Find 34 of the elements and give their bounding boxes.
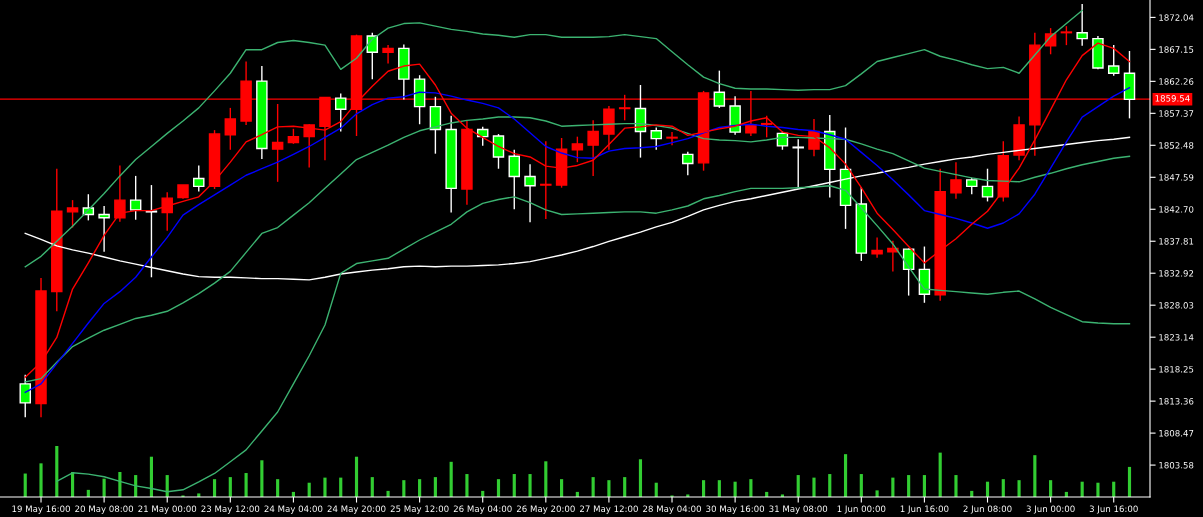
y-tick-label: 1847.59 — [1159, 174, 1194, 181]
y-tick-label: 1803.58 — [1159, 461, 1194, 469]
y-tick-label: 1823.14 — [1159, 334, 1194, 341]
x-tick-label: 3 Jun 00:00 — [1026, 505, 1075, 514]
x-tick-label: 30 May 16:00 — [706, 505, 765, 514]
y-tick-label: 1813.36 — [1159, 398, 1194, 405]
x-tick-label: 26 May 04:00 — [453, 505, 512, 514]
y-tick-label: 1862.26 — [1159, 78, 1194, 85]
y-tick-label: 1867.15 — [1159, 46, 1194, 53]
x-tick-label: 19 May 16:00 — [12, 505, 70, 514]
y-tick-label: 1818.25 — [1159, 366, 1194, 373]
x-tick-label: 21 May 00:00 — [138, 505, 197, 514]
x-tick-label: 20 May 08:00 — [75, 505, 134, 514]
x-tick-label: 3 Jun 16:00 — [1089, 505, 1138, 514]
x-tick-label: 2 Jun 08:00 — [963, 505, 1012, 514]
y-tick-label: 1872.04 — [1159, 14, 1194, 21]
x-tick-label: 31 May 08:00 — [769, 505, 828, 514]
y-tick-label: 1828.03 — [1159, 302, 1194, 309]
y-tick-label: 1857.37 — [1159, 110, 1194, 117]
ref-line-label: 1859.54 — [1155, 95, 1190, 102]
y-tick-label: 1837.81 — [1159, 238, 1194, 245]
y-tick-label: 1808.47 — [1159, 429, 1194, 437]
x-tick-label: 1 Jun 16:00 — [900, 505, 949, 514]
x-tick-label: 24 May 20:00 — [327, 505, 386, 514]
y-tick-label: 1852.48 — [1159, 142, 1194, 149]
x-tick-label: 25 May 12:00 — [390, 505, 449, 514]
y-tick-label: 1842.70 — [1159, 206, 1194, 213]
x-tick-label: 26 May 20:00 — [516, 505, 575, 514]
x-tick-label: 24 May 04:00 — [264, 505, 323, 514]
x-tick-label: 28 May 04:00 — [643, 505, 701, 514]
y-tick-label: 1832.92 — [1159, 270, 1194, 277]
x-tick-label: 23 May 12:00 — [201, 505, 260, 514]
x-tick-label: 1 Jun 00:00 — [837, 505, 886, 514]
x-tick-label: 27 May 12:00 — [580, 505, 638, 514]
